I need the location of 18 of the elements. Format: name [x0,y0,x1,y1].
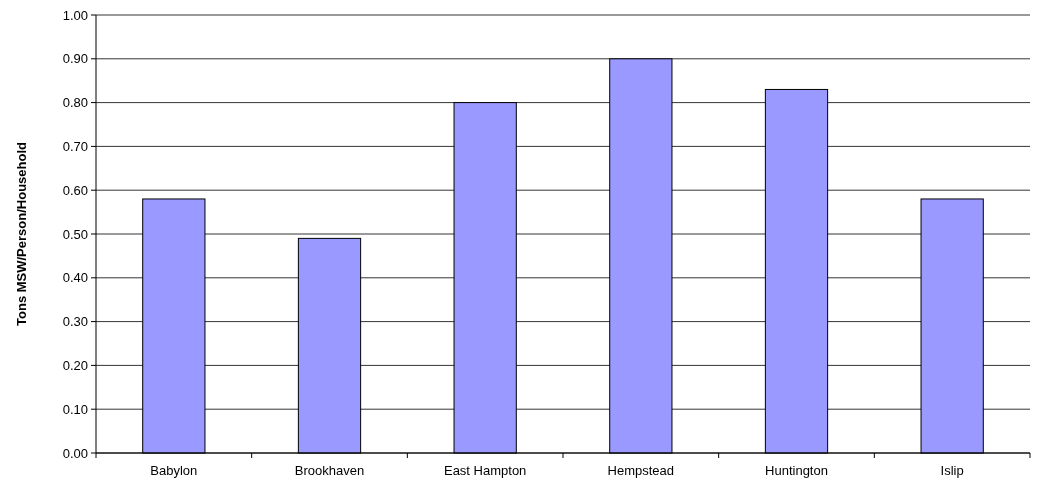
x-tick-label: East Hampton [443,463,527,478]
x-tick-label: Brookhaven [294,463,365,478]
y-tick-label: 0.00 [62,445,88,461]
x-tick-label: Islip [940,463,964,478]
y-tick-label: 0.60 [62,182,88,198]
y-tick-label: 0.70 [62,138,88,154]
x-tick-label: Hempstead [607,463,675,478]
y-tick-label: 0.80 [62,95,88,111]
y-tick-label: 0.50 [62,226,88,242]
y-tick-label: 0.10 [62,401,88,417]
y-axis-title: Tons MSW/Person/Household [14,141,29,326]
x-tick-label: Babylon [150,463,198,478]
y-tick-label: 0.30 [62,314,88,330]
y-tick-label: 0.90 [62,51,88,67]
y-tick-label: 1.00 [62,7,88,23]
y-tick-label: 0.40 [62,270,88,286]
x-tick-label: Huntington [765,463,828,478]
y-tick-label: 0.20 [62,357,88,373]
